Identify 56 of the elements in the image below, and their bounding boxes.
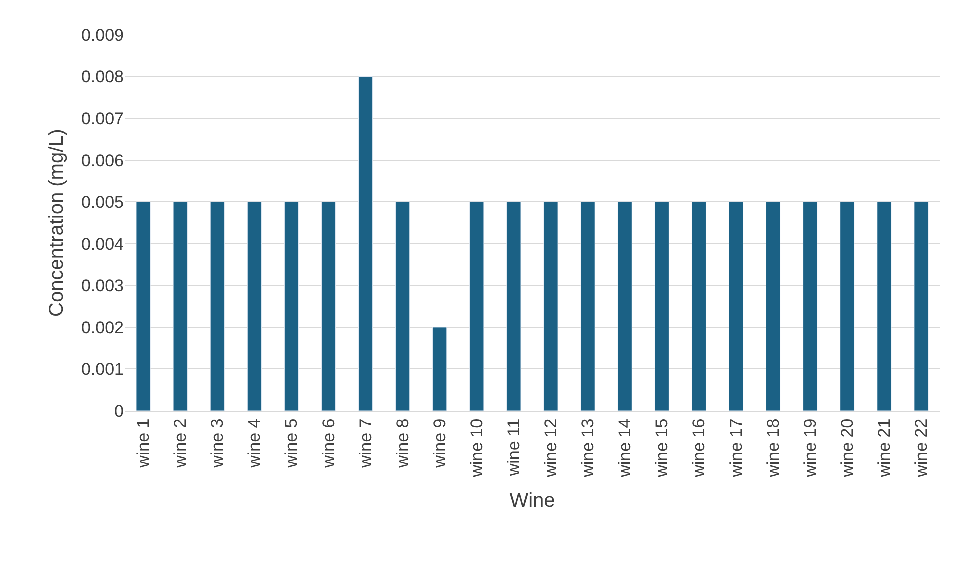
- y-tick-label: 0.001: [81, 360, 124, 380]
- bar: [914, 202, 929, 411]
- y-tick-label: 0.003: [81, 276, 124, 296]
- x-tick-label: wine 13: [578, 418, 598, 478]
- bar: [580, 202, 596, 411]
- x-tick-label: wine 17: [726, 418, 746, 478]
- x-tick-label: wine 6: [319, 418, 338, 469]
- x-tick-label: wine 22: [912, 418, 932, 478]
- x-tick-label: wine 12: [542, 418, 561, 478]
- x-tick-label: wine 4: [245, 418, 264, 469]
- bar: [766, 202, 781, 411]
- x-tick-label: wine 7: [356, 418, 376, 469]
- x-tick-label: wine 21: [874, 418, 894, 478]
- y-tick-label: 0.008: [81, 68, 124, 87]
- y-tick-label: 0.006: [81, 151, 124, 170]
- bar: [877, 202, 892, 411]
- bar: [173, 202, 188, 411]
- bar: [396, 202, 410, 411]
- bar: [618, 202, 632, 411]
- x-tick-label: wine 9: [430, 418, 450, 469]
- x-tick-label: wine 8: [393, 418, 412, 469]
- bar: [654, 202, 670, 411]
- bar: [321, 202, 336, 411]
- bar: [136, 202, 151, 411]
- x-tick-label: wine 11: [504, 418, 524, 478]
- y-tick-label: 0.009: [81, 26, 124, 45]
- bar: [432, 327, 448, 411]
- bar: [470, 202, 484, 411]
- bar: [840, 202, 855, 411]
- x-tick-label: wine 19: [800, 418, 820, 478]
- bar: [247, 202, 262, 411]
- bar: [358, 76, 374, 411]
- x-tick-label: wine 16: [690, 418, 709, 478]
- x-axis-title: Wine: [510, 490, 556, 512]
- x-tick-label: wine 2: [171, 418, 190, 469]
- y-tick-label: 0.007: [81, 110, 124, 129]
- y-tick-label: 0.002: [81, 318, 124, 338]
- y-axis-title: Concentration (mg/L): [46, 129, 68, 317]
- x-tick-label: wine 3: [208, 418, 228, 469]
- bar: [210, 202, 225, 411]
- bar: [803, 202, 818, 411]
- x-tick-label: wine 5: [282, 418, 302, 469]
- x-tick-label: wine 1: [134, 418, 154, 469]
- bar: [284, 202, 299, 411]
- bar: [544, 202, 558, 411]
- x-tick-label: wine 14: [616, 418, 635, 478]
- bar: [692, 202, 706, 411]
- x-tick-label: wine 20: [838, 418, 857, 478]
- x-tick-label: wine 15: [652, 418, 672, 478]
- bar: [728, 202, 744, 411]
- y-tick-label: 0.005: [81, 193, 124, 212]
- bar: [506, 202, 522, 411]
- y-tick-label: 0.004: [81, 234, 124, 254]
- y-tick-label: 0: [114, 402, 124, 421]
- x-tick-label: wine 18: [764, 418, 783, 478]
- x-tick-label: wine 10: [467, 418, 486, 478]
